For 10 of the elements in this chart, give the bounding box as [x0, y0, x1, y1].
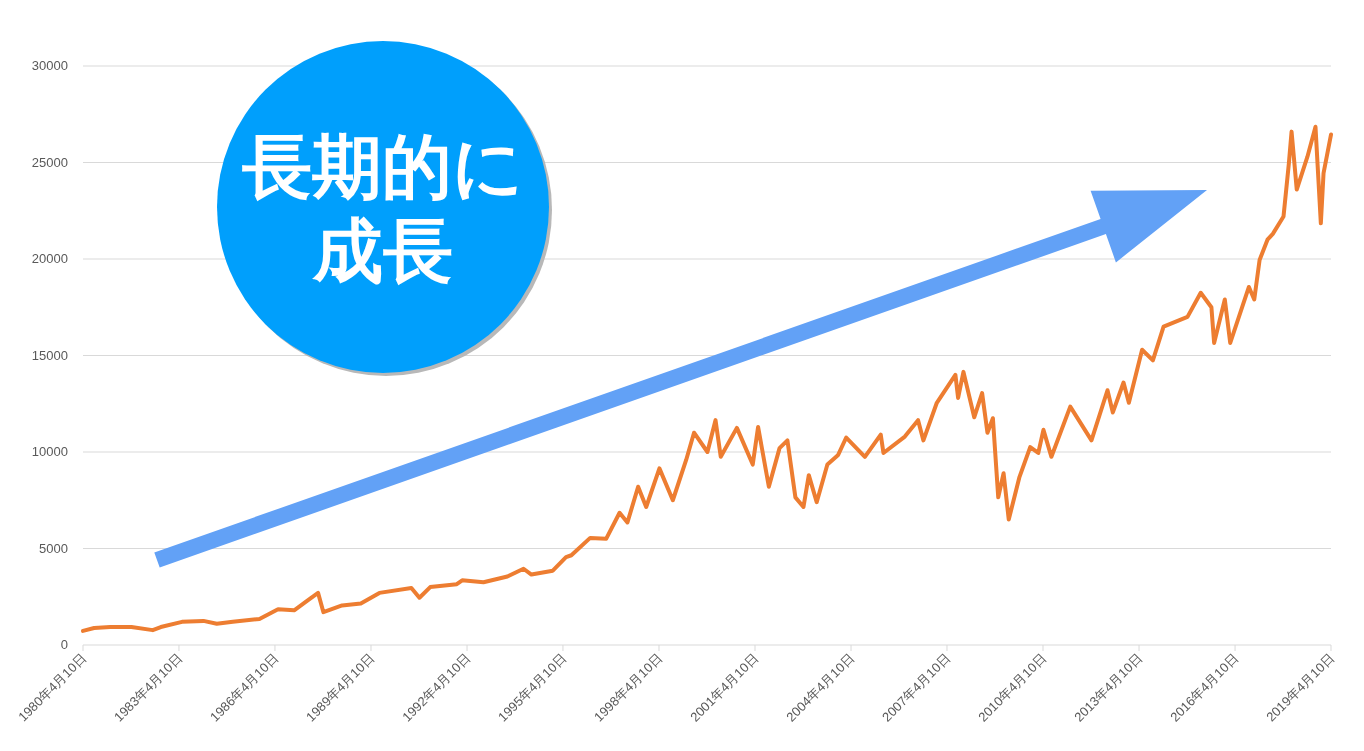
annotation: 成長	[312, 210, 453, 292]
annotation: 長期的に	[241, 126, 524, 208]
y-tick-label: 15000	[31, 347, 68, 363]
y-tick-label: 10000	[31, 444, 68, 459]
y-tick-label: 30000	[31, 58, 68, 73]
y-tick-label: 25000	[31, 154, 68, 170]
y-tick-label: 20000	[31, 251, 68, 266]
line-series	[81, 124, 1333, 633]
y-tick-label: 0	[60, 637, 68, 652]
y-tick-label: 5000	[39, 540, 68, 556]
